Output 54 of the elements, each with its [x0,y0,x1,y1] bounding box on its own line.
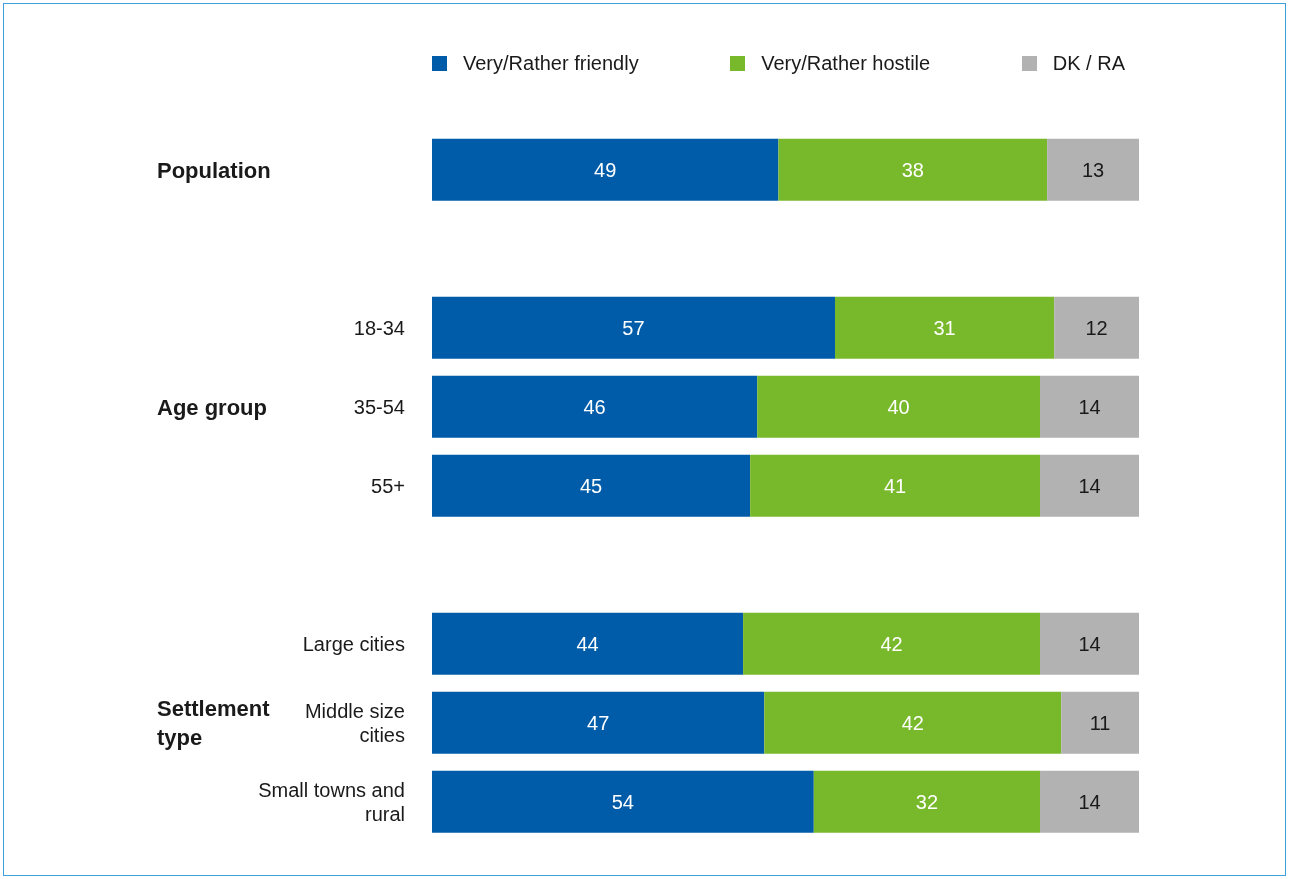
data-label: 45 [579,474,603,497]
text: Age group [157,393,268,421]
data-label: 14 [1078,632,1101,655]
bar [432,454,751,517]
legend-label: Very/Rather friendly [463,52,639,75]
bar [813,770,1041,833]
legend-label: Very/Rather hostile [761,52,931,75]
data-label: 14 [1078,474,1101,497]
bar [432,296,835,359]
data-label: 47 [587,711,610,734]
data-label: 49 [594,158,617,181]
data-label: 13 [1081,158,1105,181]
data-label: 42 [880,632,903,655]
bar [432,138,779,201]
data-label: 44 [576,632,599,655]
text: Settlement type [157,694,271,752]
bar [1040,612,1139,675]
text: Population [157,156,272,184]
data-label: 57 [622,316,645,339]
bar [757,375,1041,438]
bar [750,454,1041,517]
data-label: 12 [1085,316,1108,339]
data-label: 14 [1078,395,1101,418]
data-label: 32 [915,790,939,813]
y-tick-label: 55+ [371,474,405,497]
bar [778,138,1048,201]
bar [1040,770,1139,833]
y-tick-label: 35-54 [353,395,405,418]
bar [432,375,758,438]
data-label: 31 [933,316,956,339]
bar [432,612,744,675]
bar [743,612,1041,675]
y-tick-label: Middle size cities [304,699,405,746]
bar [834,296,1055,359]
data-label: 14 [1078,790,1101,813]
bar [1054,296,1139,359]
bar [1061,691,1139,754]
bar [1047,138,1139,201]
bar [1040,454,1139,517]
data-label: 46 [583,395,606,418]
legend-label: DK / RA [1052,52,1125,75]
data-label: 38 [901,158,924,181]
data-label: 41 [883,474,907,497]
bar [764,691,1062,754]
data-label: 54 [611,790,635,813]
bar [1040,375,1139,438]
data-label: 42 [901,711,924,734]
bar [432,691,765,754]
data-label: 40 [887,395,910,418]
data-label: 11 [1089,711,1111,734]
y-tick-label: 18-34 [353,316,405,339]
bar [432,770,814,833]
y-tick-label: Large cities [302,632,405,655]
y-tick-label: Small towns and rural [258,778,405,825]
